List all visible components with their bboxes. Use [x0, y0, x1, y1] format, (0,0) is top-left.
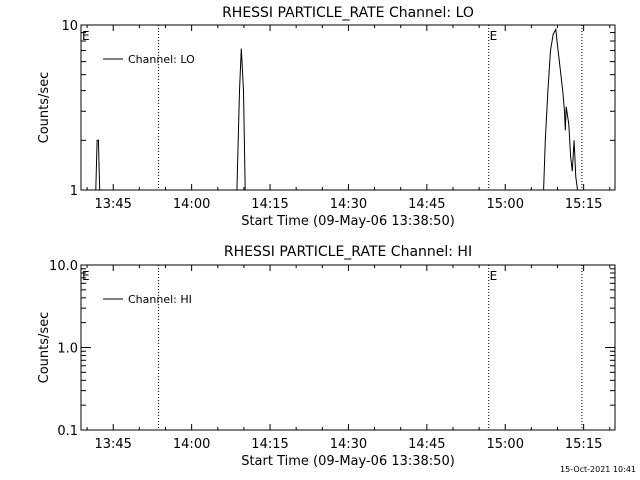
legend-entry: Channel: HI — [128, 293, 192, 306]
chart-title: RHESSI PARTICLE_RATE Channel: HI — [224, 244, 472, 260]
y-axis-label: Counts/sec — [37, 72, 52, 144]
x-tick-label: 15:00 — [487, 197, 524, 212]
x-tick-label: 14:30 — [330, 437, 367, 452]
y-tick-label: 10.0 — [49, 259, 78, 274]
x-tick-label: 14:15 — [251, 437, 288, 452]
eclipse-label-left: E — [82, 269, 90, 283]
y-tick-label: 1 — [70, 184, 78, 199]
footer-timestamp: 15-Oct-2021 10:41 — [560, 465, 636, 474]
plot-frame — [80, 24, 616, 191]
x-tick-label: 15:15 — [565, 197, 602, 212]
x-tick-label: 14:45 — [408, 197, 445, 212]
eclipse-label: E — [490, 269, 498, 283]
x-tick-label: 15:15 — [565, 437, 602, 452]
x-tick-label: 13:45 — [94, 437, 131, 452]
x-tick-label: 14:00 — [173, 197, 210, 212]
y-tick-label: 1.0 — [57, 342, 78, 357]
x-tick-label: 14:45 — [408, 437, 445, 452]
eclipse-label-left: E — [82, 29, 90, 43]
x-tick-label: 14:15 — [251, 197, 288, 212]
plot-frame — [80, 264, 616, 431]
legend-entry: Channel: LO — [128, 53, 195, 66]
series-line — [95, 27, 578, 191]
x-axis-label: Start Time (09-May-06 13:38:50) — [241, 214, 455, 229]
eclipse-label: E — [490, 29, 498, 43]
chart-panel-2: RHESSI PARTICLE_RATE Channel: HI 13:45 14:… — [37, 244, 616, 469]
x-tick-label: 13:45 — [94, 197, 131, 212]
y-axis-label: Counts/sec — [37, 312, 52, 384]
x-axis-label: Start Time (09-May-06 13:38:50) — [241, 454, 455, 469]
x-tick-label: 14:00 — [173, 437, 210, 452]
chart-title: RHESSI PARTICLE_RATE Channel: LO — [222, 5, 474, 21]
x-tick-label: 15:00 — [487, 437, 524, 452]
x-tick-label: 14:30 — [330, 197, 367, 212]
y-tick-label: 0.1 — [57, 424, 78, 439]
chart-panel-1: RHESSI PARTICLE_RATE Channel: LO 13:45 14:… — [37, 5, 616, 229]
y-tick-label: 10 — [61, 19, 78, 34]
